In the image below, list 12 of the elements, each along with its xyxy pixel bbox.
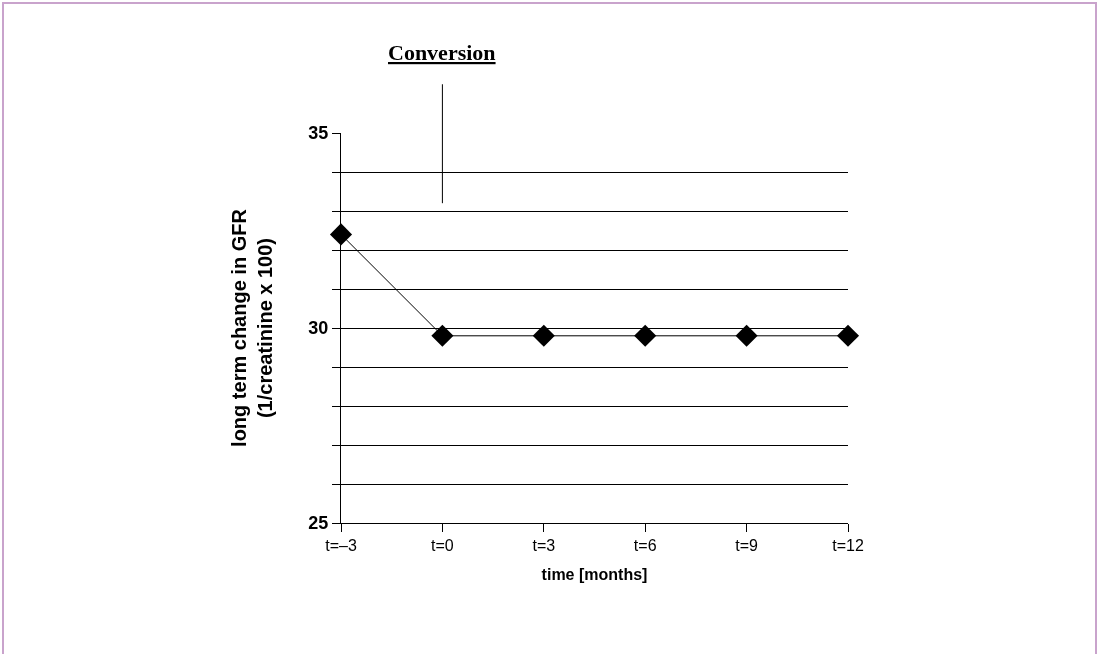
x-tick-label: t=0	[431, 537, 454, 555]
x-tick-label: t=3	[532, 537, 556, 555]
y-tick-label: 25	[308, 513, 329, 534]
x-tick-label: t=6	[633, 537, 657, 555]
y-axis-title: long term change in GFR (1/creatinine x 100)	[227, 208, 276, 447]
y-tick-label: 30	[308, 318, 329, 339]
x-tick-label: t=9	[735, 537, 759, 555]
x-tick-label: t=–3	[325, 537, 357, 555]
ref-line-label: Conversion	[388, 40, 496, 65]
x-axis-title: time [months]	[541, 565, 648, 583]
y-tick-label: 35	[308, 123, 329, 144]
x-tick-label: t=12	[832, 537, 864, 555]
